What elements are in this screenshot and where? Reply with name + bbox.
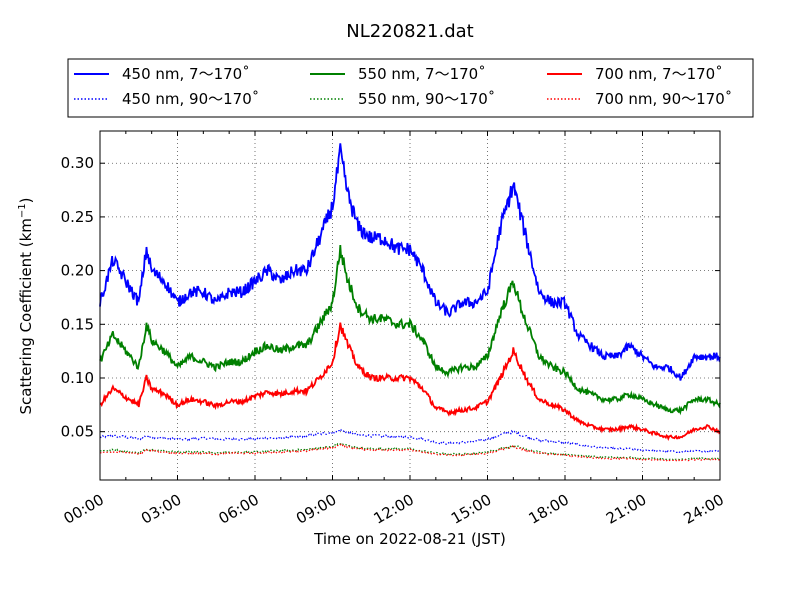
legend-frame — [67, 58, 754, 118]
grid — [99, 131, 721, 480]
legend: 450 nm, 7～170˚ 450 nm, 90～170˚ 550 nm, 7～1… — [67, 58, 754, 118]
legend-label: 450 nm, 7～170˚ — [122, 65, 250, 83]
x-tick-label: 12:00 — [371, 491, 417, 528]
y-tick-label: 0.20 — [61, 262, 94, 280]
series-line — [99, 245, 721, 416]
y-axis-label-close: ) — [17, 197, 35, 203]
legend-label: 700 nm, 90～170˚ — [595, 90, 732, 108]
x-tick-label: 03:00 — [138, 491, 184, 528]
series-line — [100, 322, 721, 441]
ticks — [99, 131, 721, 480]
x-tick-label: 00:00 — [61, 491, 107, 528]
y-tick-label: 0.10 — [61, 369, 94, 387]
series-layer — [99, 143, 721, 462]
legend-label: 700 nm, 7～170˚ — [595, 65, 723, 83]
y-tick-label: 0.30 — [61, 154, 94, 172]
chart-title: NL220821.dat — [346, 21, 473, 42]
y-axis-label-sup: −1 — [17, 203, 28, 218]
y-tick-label: 0.05 — [61, 423, 94, 441]
y-tick-label: 0.25 — [61, 208, 94, 226]
y-tick-labels: 0.05 0.10 0.15 0.20 0.25 0.30 — [61, 154, 94, 440]
legend-label: 550 nm, 90～170˚ — [358, 90, 495, 108]
x-tick-label: 21:00 — [603, 491, 649, 528]
legend-label: 450 nm, 90～170˚ — [122, 90, 259, 108]
x-tick-label: 06:00 — [216, 491, 262, 528]
x-tick-label: 15:00 — [448, 491, 494, 528]
x-tick-label: 24:00 — [681, 491, 727, 528]
x-tick-labels: 00:00 03:00 06:00 09:00 12:00 15:00 18:00 21:00… — [61, 491, 727, 528]
series-line — [99, 143, 721, 381]
y-axis-label-main: Scattering Coefficient (km — [17, 218, 35, 414]
x-tick-label: 18:00 — [526, 491, 572, 528]
y-tick-label: 0.15 — [61, 315, 94, 333]
series-line — [99, 442, 721, 461]
x-axis-label: Time on 2022-08-21 (JST) — [313, 530, 506, 548]
series-line — [99, 443, 721, 462]
legend-label: 550 nm, 7～170˚ — [358, 65, 486, 83]
x-tick-label: 09:00 — [293, 491, 339, 528]
y-axis-label: Scattering Coefficient (km−1) — [17, 197, 35, 414]
